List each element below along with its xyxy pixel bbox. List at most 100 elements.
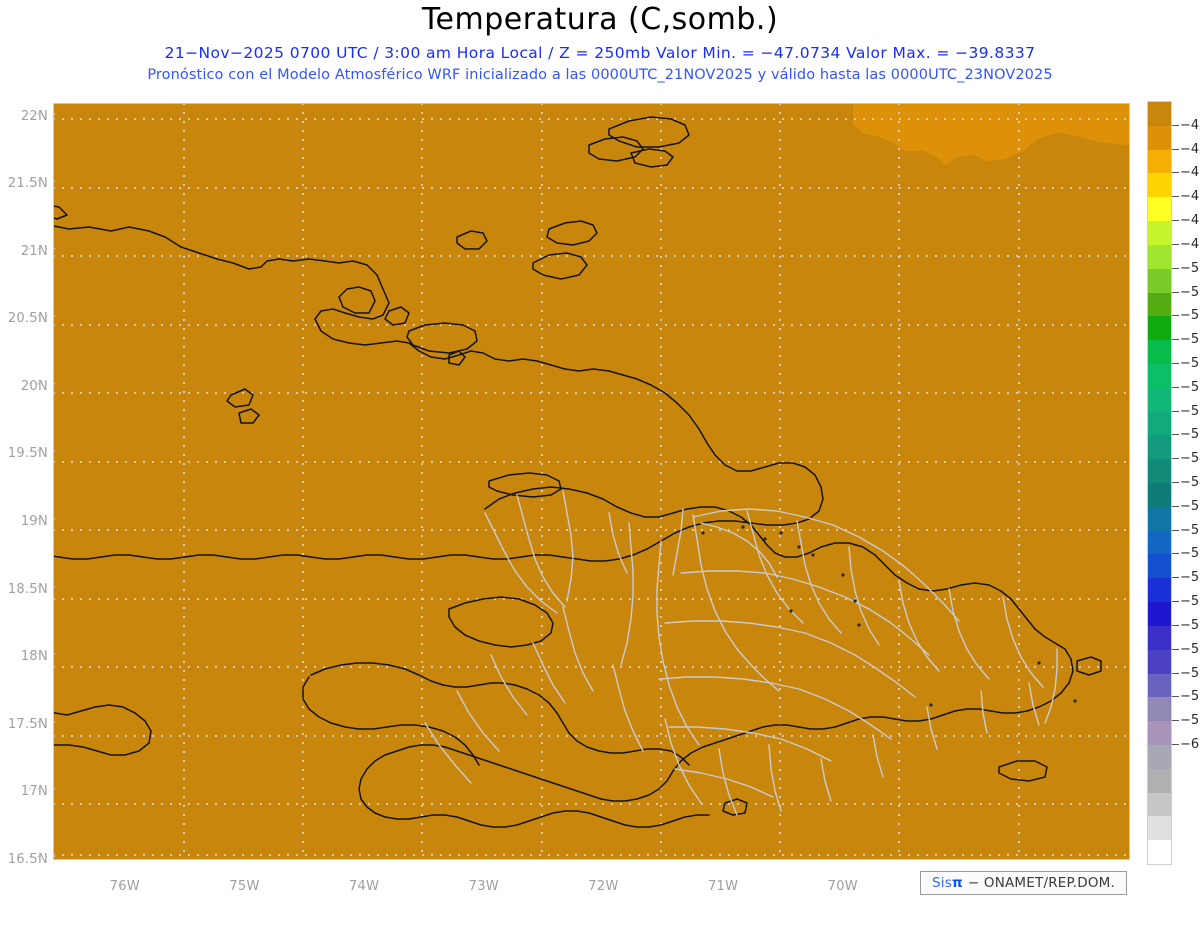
colorbar-tick-label: −52 (1172, 357, 1200, 370)
y-axis-tick-label: 20.5N (7, 311, 48, 327)
y-axis-tick-mark: · · · · (28, 309, 57, 324)
colorbar-tick-text: −58.5 (1180, 665, 1200, 681)
colorbar-tick-label: −49 (1172, 214, 1200, 227)
subtitle-valid-time: 21−Nov−2025 0700 UTC / 3:00 am Hora Loca… (164, 44, 1036, 62)
colorbar-tick-label: −48 (1172, 166, 1200, 179)
coastline-haiti-south-peninsula (302, 662, 690, 766)
colorbar-tick-text: −55 (1180, 498, 1200, 514)
colorbar-tick-dash (1172, 458, 1179, 460)
coastline-bahamas-7 (532, 252, 588, 280)
page-title: Temperatura (C,somb.) (421, 2, 779, 37)
y-axis-tick-mark: · · · · (28, 241, 57, 256)
colorbar-swatch (1148, 173, 1171, 198)
colorbar-swatch (1148, 435, 1171, 460)
chart-header: Temperatura (C,somb.) 21−Nov−2025 0700 U… (0, 0, 1200, 96)
colorbar-tick-dash (1172, 267, 1179, 269)
coastline-gonave-island (448, 596, 554, 648)
colorbar-swatch (1148, 483, 1171, 507)
colorbar-tick-text: −59.5 (1180, 713, 1200, 729)
colorbar-tick-label: −59 (1172, 690, 1200, 703)
subtitle-model-info: Pronóstico con el Modelo Atmosférico WRF… (147, 67, 1053, 83)
colorbar-tick-text: −49 (1180, 213, 1200, 229)
colorbar-tick-dash (1172, 720, 1179, 722)
y-axis-tick-mark: · · · · (28, 647, 57, 662)
colorbar-tick-text: −53 (1180, 403, 1200, 419)
logo-agency-text: − ONAMET/REP.DOM. (967, 875, 1115, 891)
colorbar-swatch (1148, 387, 1171, 412)
coastline-mona-island (1076, 656, 1102, 676)
x-axis-tick-label: 76W (109, 879, 140, 894)
colorbar-tick-text: −53.5 (1180, 427, 1200, 443)
colorbar-tick-label: −51.5 (1172, 333, 1200, 346)
colorbar-tick-label: −58 (1172, 643, 1200, 656)
colorbar-swatch (1148, 816, 1171, 841)
coastline-bahamas-6 (406, 322, 478, 354)
y-axis-tick-label: 18N (20, 649, 48, 665)
colorbar-tick-text: −57.5 (1180, 617, 1200, 633)
colorbar-swatch (1148, 649, 1171, 674)
colorbar-tick-dash (1172, 124, 1179, 126)
coastline-bahamas-4 (630, 148, 674, 168)
y-axis-tick-mark: · · · · (28, 174, 57, 189)
colorbar-tick-label: −54.5 (1172, 476, 1200, 489)
colorbar-swatch (1148, 316, 1171, 341)
y-axis-tick-label: 19N (20, 514, 48, 530)
coastline-cuba-south-detail (338, 286, 376, 314)
colorbar-tick-label: −50 (1172, 262, 1200, 275)
colorbar-ticks: −47 −47.5 −48 −48.5 −49 −49.5 −50 −50.5 −51 −51.5… (1172, 101, 1200, 863)
colorbar-tick-text: −60 (1180, 736, 1200, 752)
colorbar-swatch (1148, 792, 1171, 817)
colorbar-swatch (1148, 459, 1171, 483)
colorbar-tick-label: −50.5 (1172, 286, 1200, 299)
coastline-bahamas-1 (546, 220, 598, 246)
colorbar-tick-text: −58 (1180, 641, 1200, 657)
colorbar-tick-label: −52.5 (1172, 381, 1200, 394)
colorbar-swatch (1148, 197, 1171, 222)
colorbar-tick-label: −57.5 (1172, 619, 1200, 632)
coastline-hispaniola (358, 486, 1074, 828)
colorbar-swatch (1148, 292, 1171, 317)
colorbar-tick-dash (1172, 696, 1179, 698)
colorbar-tick-text: −56 (1180, 546, 1200, 562)
colorbar-tick-text: −51 (1180, 308, 1200, 324)
colorbar-swatch (1148, 268, 1171, 293)
y-axis-tick-label: 18.5N (7, 581, 48, 597)
colorbar-tick-text: −57 (1180, 594, 1200, 610)
colorbar-tick-label: −53.5 (1172, 428, 1200, 441)
colorbar-tick-label: −51 (1172, 309, 1200, 322)
colorbar-tick-dash (1172, 315, 1179, 317)
colorbar-swatch (1148, 102, 1171, 126)
colorbar-tick-dash (1172, 196, 1179, 198)
coastline-jamaica (53, 704, 152, 756)
map-plot-area (53, 103, 1130, 860)
colorbar-tick-dash (1172, 743, 1179, 745)
colorbar-tick-dash (1172, 648, 1179, 650)
coastline-saona-island (998, 760, 1048, 782)
coastlines (53, 116, 1102, 828)
colorbar-tick-dash (1172, 410, 1179, 412)
colorbar-swatch (1148, 697, 1171, 722)
coastline-bahamas-3 (608, 116, 690, 148)
province-boundaries (424, 490, 1058, 816)
colorbar-tick-text: −52 (1180, 355, 1200, 371)
colorbar-tick-text: −49.5 (1180, 236, 1200, 252)
coastline-cuba-islet-3 (226, 388, 254, 408)
colorbar-tick-dash (1172, 482, 1179, 483)
colorbar-tick-label: −59.5 (1172, 714, 1200, 727)
colorbar-tick-text: −50 (1180, 260, 1200, 276)
colorbar-tick-dash (1172, 672, 1179, 674)
x-axis-tick-label: 71W (707, 879, 739, 894)
colorbar-swatch (1148, 744, 1171, 769)
shading-patch-warm-ne-3 (853, 103, 1130, 165)
colorbar-tick-label: −56.5 (1172, 571, 1200, 584)
logo-pi-icon: π (951, 875, 963, 891)
colorbar-tick-label: −55 (1172, 500, 1200, 513)
colorbar-swatch (1148, 602, 1171, 626)
plot-border (53, 103, 1130, 860)
coastline-cuba (53, 205, 824, 562)
colorbar-tick-text: −56.5 (1180, 570, 1200, 586)
attribution-badge: Sis π − ONAMET/REP.DOM. (920, 871, 1127, 895)
colorbar-tick-label: −54 (1172, 452, 1200, 465)
colorbar-swatch (1148, 221, 1171, 245)
colorbar-tick-label: −49.5 (1172, 238, 1200, 251)
